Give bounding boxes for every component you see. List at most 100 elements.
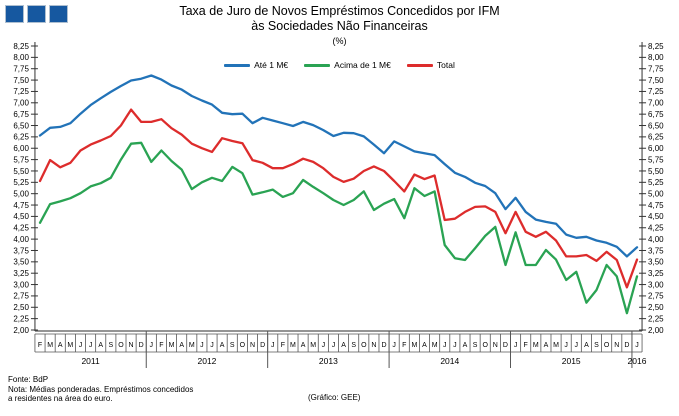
chart-subtitle: (%) [332,36,347,46]
month-tick-label: O [604,342,610,349]
month-tick-label: N [129,342,134,349]
month-tick-label: O [240,342,246,349]
chart-title-line2: às Sociedades Não Financeiras [251,19,428,33]
month-tick-label: J [514,342,518,349]
axes-frame [34,42,643,332]
y-tick-label-right: 7,00 [648,99,664,108]
y-tick-label-right: 7,75 [648,65,664,74]
month-tick-label: M [169,342,175,349]
legend-label-ate-1m: Até 1 M€ [254,60,289,70]
month-tick-label: M [553,342,559,349]
y-tick-label-right: 8,25 [648,42,664,51]
y-tick-label-right: 6,50 [648,121,664,130]
x-axis-years: 2011 2012 2013 2014 2015 2016 [81,331,647,368]
y-tick-label-left: 4,75 [13,201,29,210]
month-tick-label: J [322,342,326,349]
month-tick-label: S [473,342,478,349]
month-tick-label: N [250,342,255,349]
y-tick-label-right: 7,50 [648,76,664,85]
month-tick-label: J [564,342,568,349]
source-note: Fonte: BdP [8,375,49,384]
year-label: 2011 [81,356,100,366]
month-tick-label: O [118,342,124,349]
y-tick-label-left: 5,75 [13,155,29,164]
y-tick-label-left: 3,00 [13,280,29,289]
y-tick-label-right: 7,25 [648,87,664,96]
y-tick-label-right: 8,00 [648,53,664,62]
month-tick-label: A [58,342,63,349]
legend-label-total: Total [436,60,455,70]
month-tick-label: M [533,342,539,349]
month-tick-label: D [503,342,508,349]
y-tick-label-right: 6,00 [648,144,664,153]
y-tick-label-left: 7,25 [13,87,29,96]
y-tick-label-left: 6,00 [13,144,29,153]
chart-title: Taxa de Juro de Novos Empréstimos Conced… [0,4,679,34]
year-label: 2012 [197,356,216,366]
y-tick-label-left: 5,50 [13,167,29,176]
month-tick-label: A [179,342,184,349]
month-tick-label: O [361,342,367,349]
month-tick-label: J [575,342,579,349]
month-tick-label: A [220,342,225,349]
legend-swatch-blue [224,63,251,67]
y-tick-label-right: 3,00 [648,280,664,289]
month-tick-label: J [271,342,275,349]
y-tick-label-right: 5,75 [648,155,664,164]
y-tick-label-left: 4,25 [13,224,29,233]
footnote-line1: Nota: Médias ponderadas. Empréstimos con… [8,384,194,394]
month-tick-label: N [371,342,376,349]
month-tick-label: D [624,342,629,349]
legend-swatch-red [406,63,433,67]
y-tick-label-right: 3,50 [648,258,664,267]
y-tick-label-right: 2,00 [648,326,664,335]
credit-note: (Gráfico: GEE) [308,393,361,402]
y-tick-label-right: 3,75 [648,246,664,255]
month-tick-label: A [422,342,427,349]
y-tick-label-left: 7,00 [13,99,29,108]
y-tick-label-left: 6,75 [13,110,29,119]
logo [5,5,68,23]
y-tick-label-right: 5,25 [648,178,664,187]
series-line-1-acima-de-1-m- [38,141,639,315]
y-tick-label-right: 2,50 [648,303,664,312]
y-tick-label-right: 6,25 [648,133,664,142]
month-tick-label: N [614,342,619,349]
logo-square [49,5,68,23]
month-tick-label: F [524,342,528,349]
y-tick-label-left: 5,25 [13,178,29,187]
month-tick-label: J [332,342,336,349]
month-tick-label: J [89,342,93,349]
y-tick-label-right: 6,75 [648,110,664,119]
y-tick-label-left: 8,25 [13,42,29,51]
month-tick-label: J [392,342,396,349]
month-tick-label: M [432,342,438,349]
y-axis-left: 8,25 8,00 7,75 7,50 7,25 7,00 6,75 6,50 6,25 6,00… [13,42,38,335]
year-label: 2015 [562,356,581,366]
y-axis-right: 8,25 8,00 7,75 7,50 7,25 7,00 6,75 6,50 6,25 6,00… [639,42,664,335]
month-tick-label: M [411,342,417,349]
y-tick-label-left: 2,50 [13,303,29,312]
y-tick-label-left: 2,75 [13,292,29,301]
month-tick-label: A [301,342,306,349]
y-tick-label-left: 6,25 [13,133,29,142]
y-tick-label-right: 3,25 [648,269,664,278]
month-tick-label: A [341,342,346,349]
month-tick-label: F [159,342,163,349]
series-line-0-at-1-m- [38,74,639,258]
month-tick-label: A [584,342,589,349]
year-label: 2013 [319,356,338,366]
year-label: 2016 [628,356,647,366]
month-tick-label: A [463,342,468,349]
series-line-2-total [38,108,639,289]
logo-square [27,5,46,23]
legend-label-acima-1m: Acima de 1 M€ [334,60,391,70]
y-tick-label-right: 4,50 [648,212,664,221]
legend: Até 1 M€ Acima de 1 M€ Total [0,60,679,70]
month-tick-label: J [150,342,154,349]
legend-item-total: Total [406,60,455,70]
month-tick-label: J [79,342,83,349]
